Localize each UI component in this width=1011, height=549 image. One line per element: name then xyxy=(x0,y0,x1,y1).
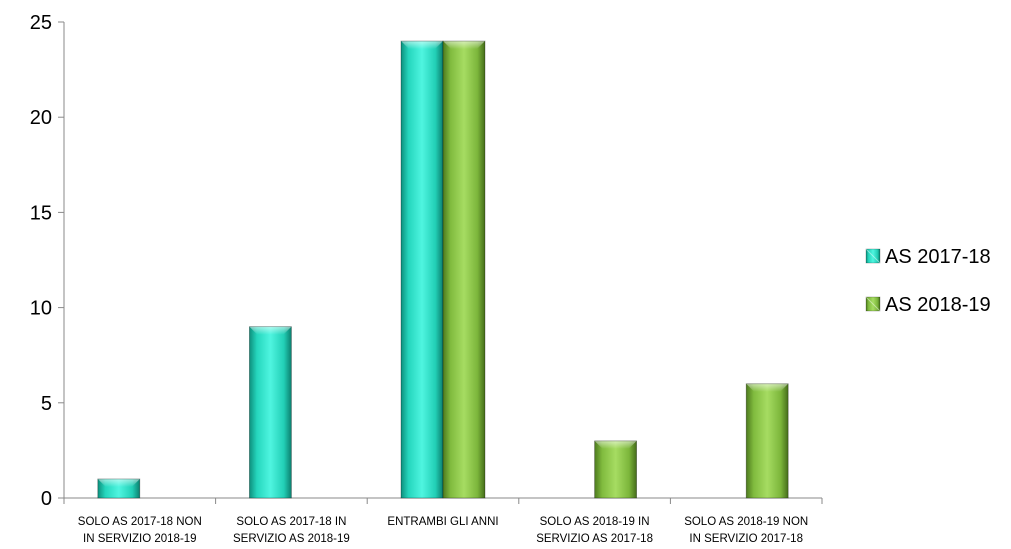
legend-label: AS 2018-19 xyxy=(885,294,991,316)
legend-swatch xyxy=(865,296,881,312)
bar-as-2017-18 xyxy=(400,40,444,499)
x-tick-label: SOLO AS 2017-18 IN SERVIZIO AS 2018-19 xyxy=(233,516,350,544)
bar-outline xyxy=(97,478,141,499)
bar-as-2018-19 xyxy=(745,383,789,499)
bar-body xyxy=(746,383,789,498)
legend-swatch-highlight xyxy=(865,296,881,312)
legend-label: AS 2017-18 xyxy=(885,246,991,268)
bar-as-2018-19 xyxy=(442,40,486,499)
bar-as-2017-18 xyxy=(248,326,292,499)
bar-body xyxy=(401,41,443,498)
x-tick-label: SOLO AS 2018-19 NON IN SERVIZIO 2017-18 xyxy=(684,516,808,544)
x-tick-label: ENTRAMBI GLI ANNI xyxy=(387,516,498,528)
bar-bevel xyxy=(401,41,443,50)
y-tick-label: 25 xyxy=(30,12,52,34)
bar-outline xyxy=(594,440,637,499)
bar-outline xyxy=(745,383,789,499)
legend-item: AS 2017-18 xyxy=(865,246,991,268)
bar-bevel xyxy=(594,440,637,449)
bar-outline xyxy=(248,326,292,499)
bar-bevel xyxy=(249,326,292,335)
y-tick-label: 20 xyxy=(30,107,52,129)
bar-body xyxy=(249,326,292,498)
x-tick-label: SOLO AS 2018-19 IN SERVIZIO AS 2017-18 xyxy=(536,516,653,544)
legend-swatch-highlight xyxy=(865,248,881,264)
x-tick-label: SOLO AS 2017-18 NON IN SERVIZIO 2018-19 xyxy=(78,516,202,544)
bar-as-2017-18 xyxy=(97,478,141,499)
bar-body xyxy=(443,41,485,498)
y-tick-label: 5 xyxy=(41,393,52,415)
bar-bevel xyxy=(97,478,140,487)
y-tick-label: 15 xyxy=(30,202,52,224)
legend-item: AS 2018-19 xyxy=(865,294,991,316)
bar-as-2018-19 xyxy=(594,440,637,499)
bar-body xyxy=(594,440,637,498)
legend-swatch xyxy=(865,248,881,264)
y-tick-label: 10 xyxy=(30,298,52,320)
bar-outline xyxy=(442,40,486,499)
bar-bevel xyxy=(746,383,789,392)
bar-bevel xyxy=(443,41,485,50)
y-tick-label: 0 xyxy=(41,488,52,510)
